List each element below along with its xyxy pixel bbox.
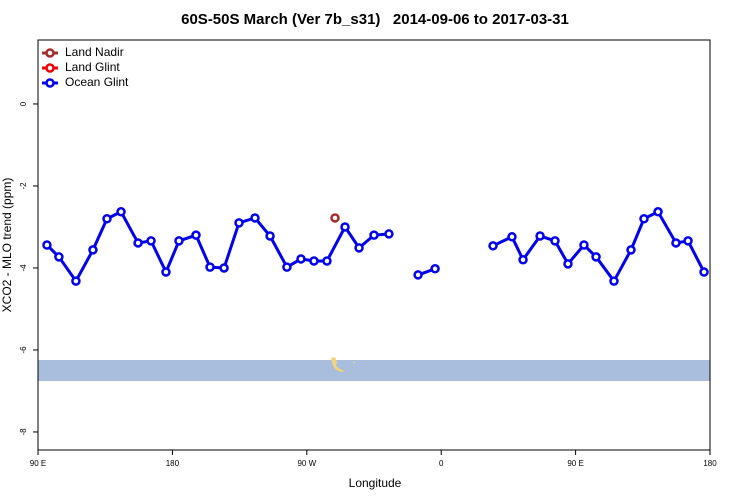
- point: [161, 267, 171, 277]
- point: [234, 218, 244, 228]
- x-axis-label: Longitude: [349, 476, 402, 490]
- point: [42, 240, 52, 250]
- point: [219, 263, 229, 273]
- map-ocean: [38, 360, 710, 381]
- point: [102, 214, 112, 224]
- point: [639, 214, 649, 224]
- point: [146, 236, 156, 246]
- y-tick-label: -2: [19, 182, 28, 190]
- point: [309, 256, 319, 266]
- point: [369, 230, 379, 240]
- point: [174, 236, 184, 246]
- y-tick-label: -8: [19, 428, 28, 436]
- point: [507, 232, 517, 242]
- point: [683, 236, 693, 246]
- point: [413, 270, 423, 280]
- point: [191, 230, 201, 240]
- legend-marker: [45, 78, 55, 88]
- map-land: [353, 362, 355, 363]
- point: [591, 252, 601, 262]
- plot-frame: [37, 39, 711, 451]
- x-tick-label: 180: [703, 459, 717, 468]
- point: [133, 238, 143, 248]
- x-tick-label: 90 W: [297, 459, 316, 468]
- point: [671, 238, 681, 248]
- point: [488, 241, 498, 251]
- point: [430, 264, 440, 274]
- map-land: [331, 357, 345, 372]
- y-axis-label: XCO2 - MLO trend (ppm): [0, 178, 14, 313]
- point: [653, 207, 663, 217]
- point: [296, 254, 306, 264]
- point: [250, 213, 260, 223]
- point: [116, 207, 126, 217]
- point: [88, 245, 98, 255]
- legend-label: Ocean Glint: [65, 75, 129, 89]
- legend-marker: [45, 48, 55, 58]
- point: [322, 256, 332, 266]
- point: [54, 252, 64, 262]
- legend-label: Land Nadir: [65, 45, 124, 59]
- point: [384, 229, 394, 239]
- legend-marker: [45, 63, 55, 73]
- x-tick-label: 90 E: [567, 459, 583, 468]
- x-tick-label: 180: [166, 459, 180, 468]
- point: [699, 267, 709, 277]
- point: [282, 262, 292, 272]
- point: [626, 245, 636, 255]
- point: [330, 213, 340, 223]
- point: [265, 231, 275, 241]
- x-tick-label: 0: [439, 459, 444, 468]
- point: [609, 276, 619, 286]
- point: [205, 262, 215, 272]
- point: [71, 276, 81, 286]
- point: [354, 243, 364, 253]
- legend-label: Land Glint: [65, 60, 120, 74]
- x-tick-label: 90 E: [30, 459, 46, 468]
- point: [563, 259, 573, 269]
- y-tick-label: -4: [19, 264, 28, 272]
- point: [579, 240, 589, 250]
- y-tick-label: 0: [19, 101, 28, 106]
- chart-title: 60S-50S March (Ver 7b_s31) 2014-09-06 to…: [181, 11, 569, 28]
- y-tick-label: -6: [19, 346, 28, 354]
- point: [550, 236, 560, 246]
- point: [535, 231, 545, 241]
- point: [340, 222, 350, 232]
- series-line: [45, 209, 706, 284]
- point: [518, 255, 528, 265]
